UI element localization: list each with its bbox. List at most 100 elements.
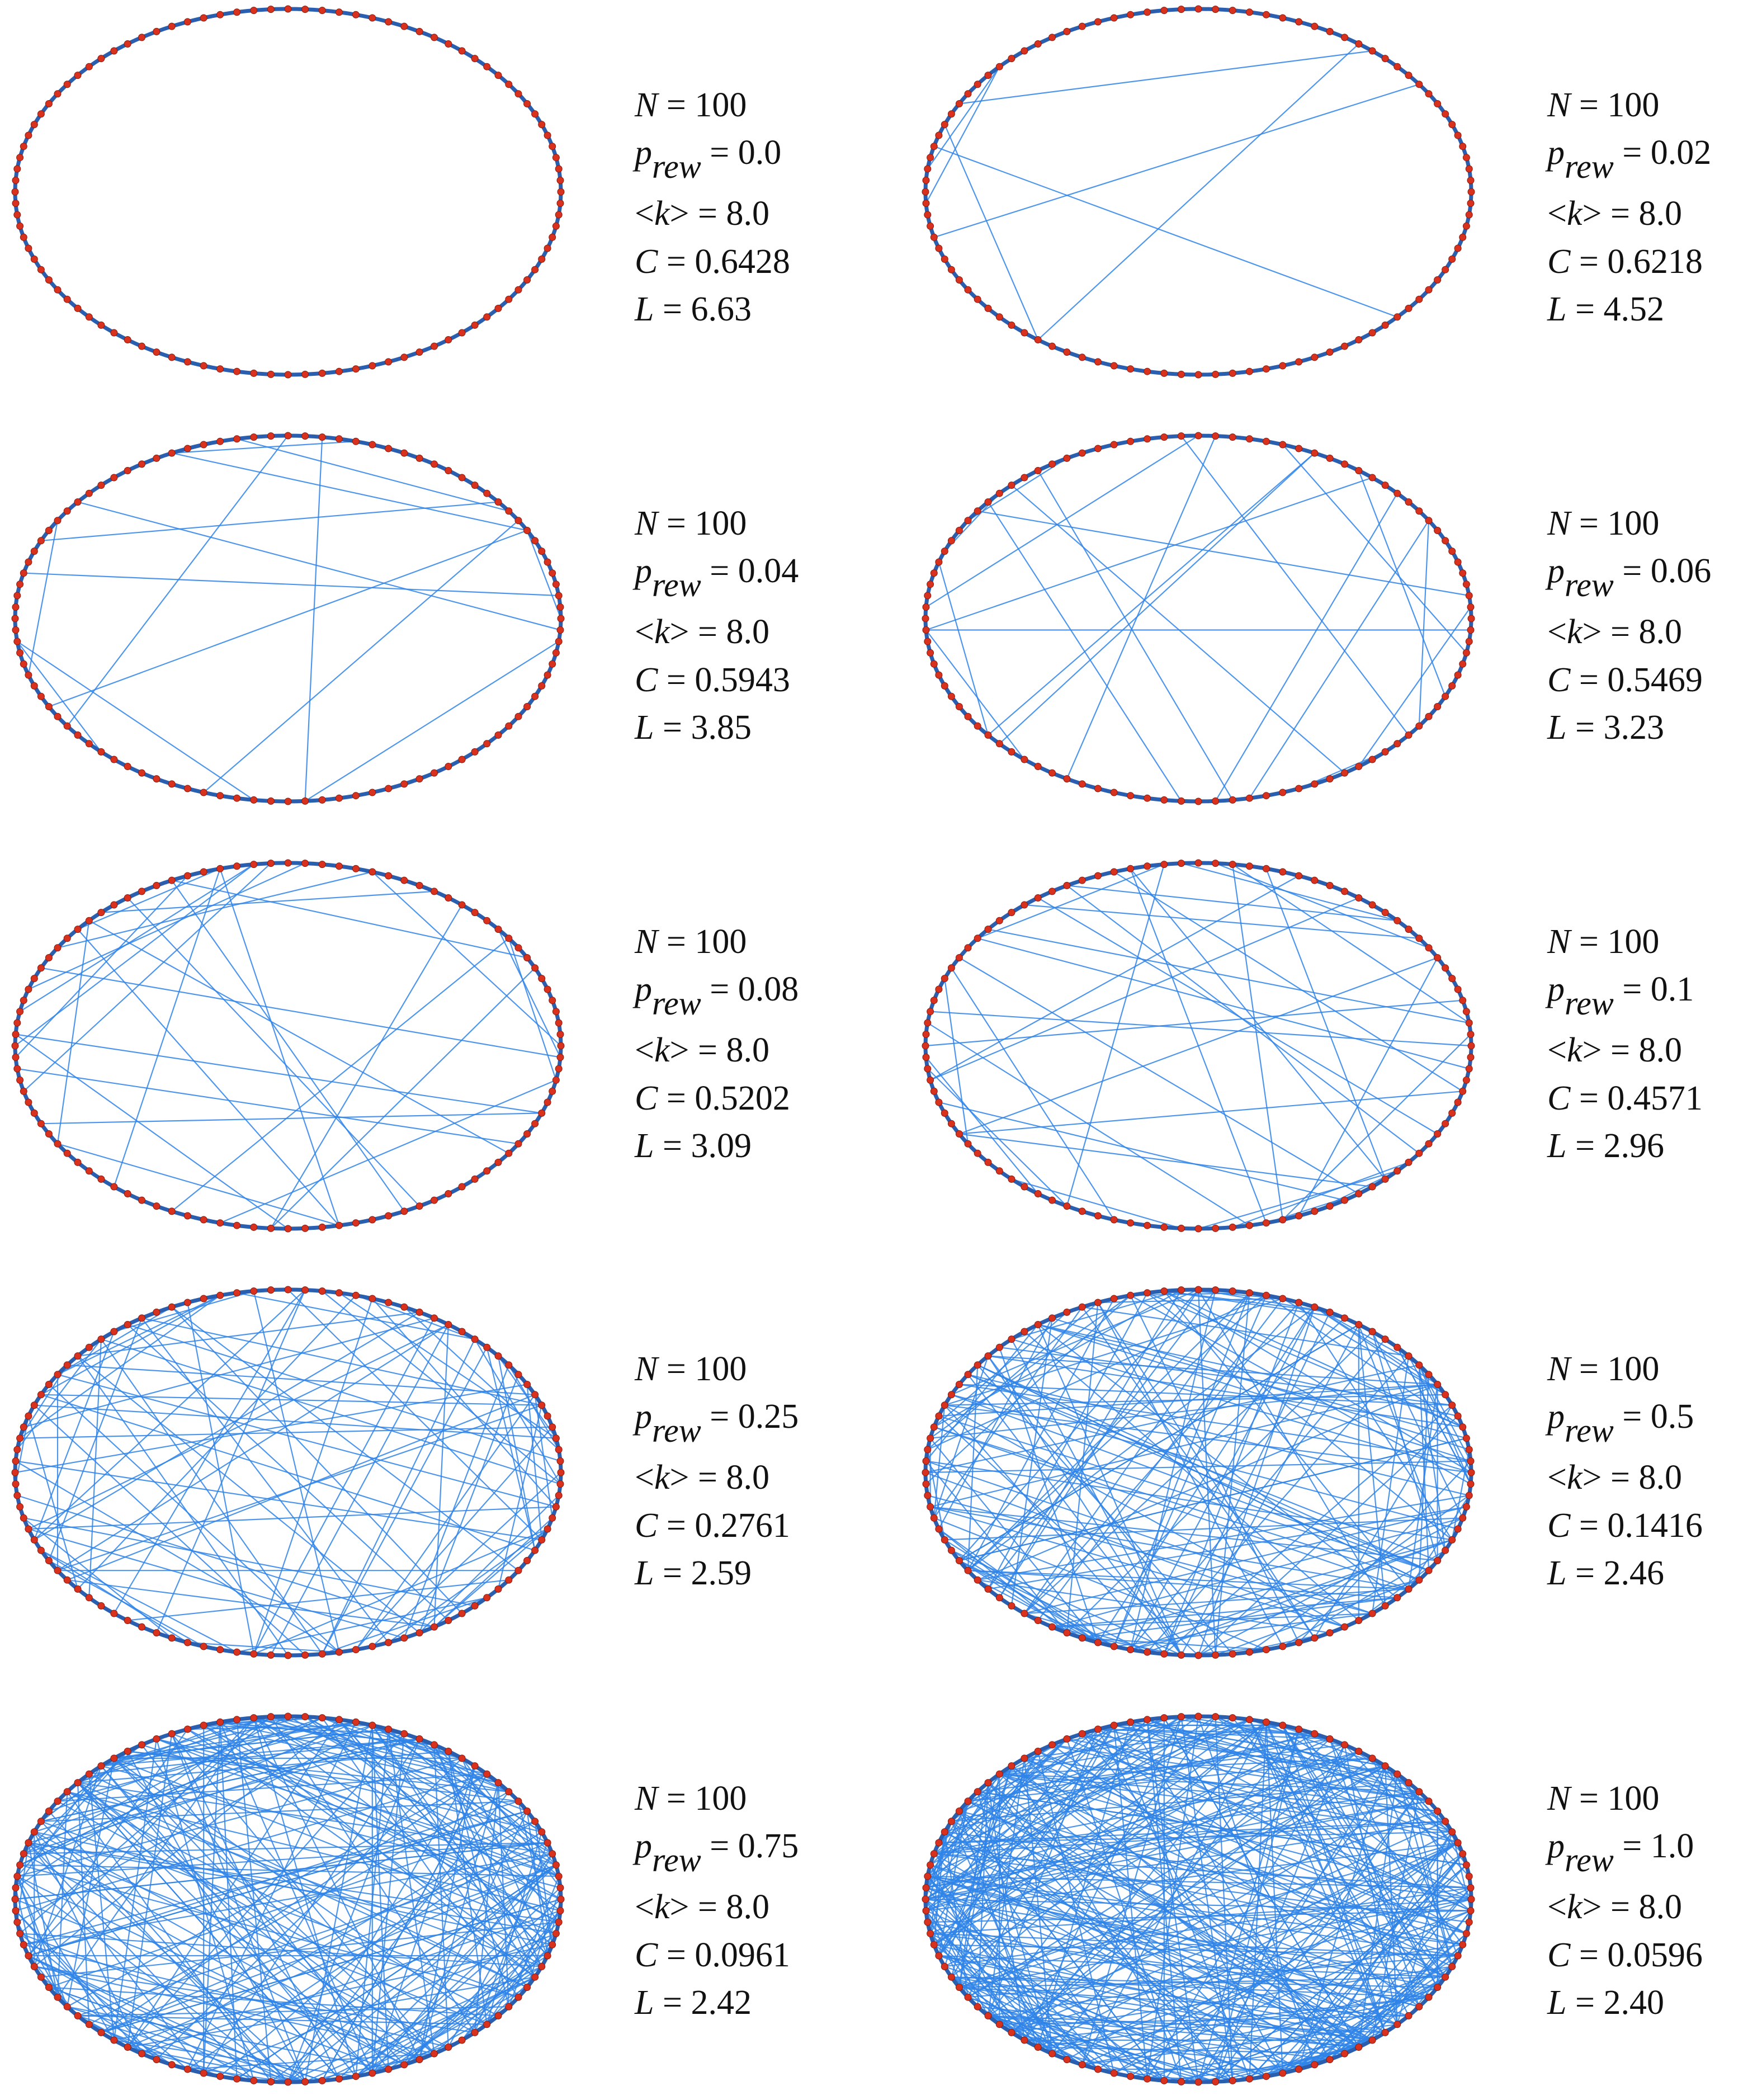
node — [1459, 1423, 1467, 1431]
edge — [1130, 1295, 1300, 1643]
node — [1229, 2077, 1236, 2084]
node — [538, 548, 546, 555]
node — [924, 1872, 932, 1880]
edge — [322, 1597, 488, 1655]
node — [1326, 2056, 1334, 2064]
node — [1467, 615, 1475, 622]
stat-l: L = 2.59 — [634, 1554, 752, 1592]
node — [964, 712, 972, 720]
edge — [999, 1773, 1446, 1978]
edge — [15, 1842, 548, 1900]
edge — [77, 1782, 373, 2074]
stat-k-value: 8.0 — [1638, 1031, 1682, 1069]
edge — [526, 530, 562, 619]
node — [431, 1741, 438, 1749]
edge — [15, 1034, 289, 1229]
node — [183, 1299, 191, 1306]
node — [995, 1167, 1003, 1175]
stat-c: C = 0.4571 — [1547, 1079, 1703, 1117]
node — [1405, 1779, 1413, 1787]
node — [183, 445, 191, 452]
node — [514, 517, 522, 525]
edge — [486, 1347, 536, 1551]
edge — [253, 1298, 373, 1654]
edge — [1052, 1517, 1463, 1628]
node — [1454, 671, 1462, 679]
node — [1467, 1054, 1475, 1061]
node — [352, 1718, 360, 1726]
edge — [925, 1460, 1373, 1615]
node — [124, 1190, 131, 1197]
node — [955, 100, 963, 107]
node — [415, 2056, 423, 2064]
node — [1063, 1308, 1071, 1316]
node — [37, 1973, 45, 1981]
node — [458, 1754, 466, 1762]
stat-p-rew-value: 1.0 — [1651, 1827, 1694, 1865]
node — [1355, 1617, 1363, 1624]
node — [538, 682, 546, 690]
node — [941, 1401, 948, 1409]
node — [995, 917, 1003, 924]
edge — [1282, 1298, 1446, 1395]
edge — [1011, 484, 1345, 773]
node — [1177, 2078, 1185, 2085]
node — [1127, 1219, 1135, 1227]
node — [514, 1140, 522, 1148]
node — [1465, 1918, 1473, 1926]
node — [183, 1212, 191, 1220]
node — [955, 527, 963, 534]
node — [97, 1602, 105, 1610]
node — [385, 18, 393, 26]
edge — [287, 1289, 542, 1541]
node — [1127, 1291, 1135, 1299]
node — [1034, 40, 1042, 48]
node — [168, 22, 176, 30]
node — [974, 2003, 981, 2011]
node — [483, 2021, 491, 2028]
edge — [338, 1292, 557, 1439]
node — [984, 2012, 992, 2019]
node — [74, 1352, 82, 1360]
node — [16, 1008, 24, 1016]
node — [471, 321, 479, 329]
node — [445, 763, 452, 770]
node — [1078, 1207, 1086, 1215]
node — [54, 712, 62, 720]
node — [335, 1221, 343, 1229]
node — [935, 244, 943, 252]
node — [1448, 121, 1456, 129]
stat-l-value: 3.85 — [691, 709, 752, 747]
node — [12, 177, 20, 184]
node — [924, 1918, 932, 1926]
edge — [933, 1853, 1300, 2070]
node — [1368, 329, 1376, 337]
node — [1229, 1223, 1236, 1231]
node — [284, 5, 292, 13]
stat-k-value: 8.0 — [1638, 1459, 1682, 1497]
node — [505, 2003, 513, 2011]
edge — [958, 1560, 1114, 1647]
node — [97, 482, 105, 489]
node — [1295, 445, 1303, 452]
edge — [988, 452, 1315, 736]
node — [1467, 1895, 1475, 1903]
node — [1454, 558, 1462, 566]
node — [549, 660, 556, 668]
node — [505, 507, 513, 515]
edge — [925, 1820, 1446, 1900]
node — [964, 1371, 972, 1379]
node — [13, 165, 21, 173]
edge — [1037, 470, 1234, 800]
stat-p-rew-value: 0.04 — [738, 552, 799, 590]
node — [1078, 1303, 1086, 1311]
stat-p-rew: prew = 0.5 — [1545, 1398, 1694, 1449]
edge — [171, 1306, 462, 1614]
edge — [1010, 1318, 1053, 1606]
node — [13, 1872, 21, 1880]
edge — [1408, 1495, 1470, 1589]
edge — [171, 452, 527, 531]
edge — [927, 1875, 1409, 2017]
node — [555, 638, 563, 645]
node — [947, 1818, 955, 1825]
